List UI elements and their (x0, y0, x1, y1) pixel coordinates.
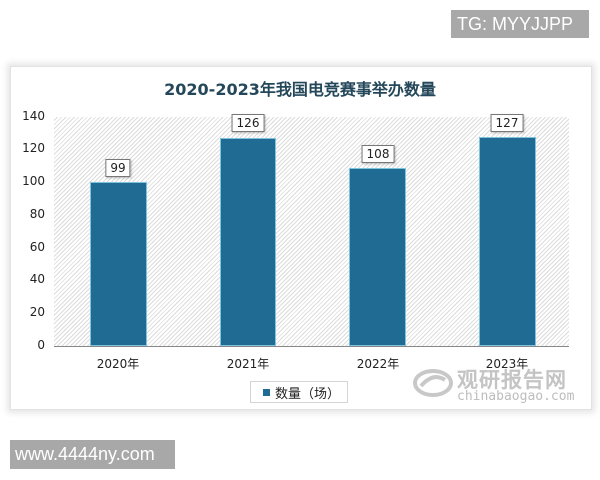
legend-swatch (263, 388, 270, 396)
y-tick: 120 (22, 141, 45, 155)
bar-2020 (90, 182, 147, 346)
watermark-tag-bottom: www.4444ny.com (10, 440, 175, 469)
bar-2021 (220, 138, 276, 346)
y-tick: 100 (22, 174, 45, 188)
data-label: 126 (231, 114, 265, 132)
y-tick: 60 (29, 240, 45, 254)
x-tick-label: 2023年 (485, 357, 529, 371)
x-tick-label: 2021年 (226, 357, 270, 371)
bar-2022 (349, 168, 406, 346)
y-tick: 20 (29, 305, 45, 319)
brand-name-en: chinabaogao.com (457, 389, 575, 404)
y-tick: 80 (29, 207, 45, 221)
brand-name-cn: 观研报告网 (457, 368, 567, 392)
y-tick: 140 (22, 109, 45, 123)
brand-logo-icon (413, 369, 453, 397)
chart-legend: 数量（场） (250, 381, 348, 403)
watermark-tag-top: TG: MYYJJPP (451, 10, 589, 38)
x-tick-label: 2020年 (96, 357, 140, 371)
data-label: 99 (105, 159, 131, 177)
chart-title: 2020-2023年我国电竞赛事举办数量 (164, 80, 436, 99)
x-tick-label: 2022年 (356, 357, 400, 371)
bar-2023 (479, 137, 536, 346)
legend-label: 数量（场） (275, 386, 341, 402)
y-tick: 40 (29, 272, 45, 286)
y-tick: 0 (37, 338, 45, 352)
data-label: 108 (361, 145, 395, 163)
x-axis-line (54, 346, 569, 347)
brand-watermark: 观研报告网 chinabaogao.com (413, 366, 583, 406)
data-label: 127 (490, 114, 524, 132)
